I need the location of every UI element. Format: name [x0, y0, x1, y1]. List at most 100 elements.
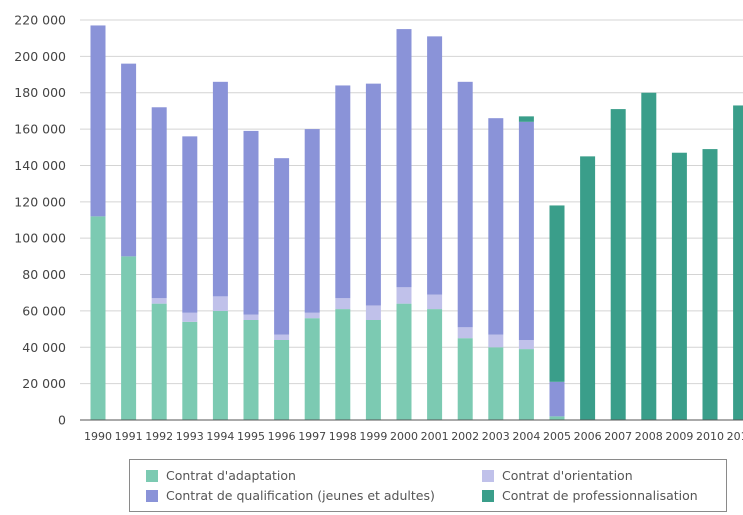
x-tick-label: 2005 — [543, 430, 571, 443]
bar-segment — [549, 205, 565, 382]
bar-segment — [121, 63, 137, 257]
legend: Contrat d'adaptation Contrat de qualific… — [129, 459, 727, 512]
x-tick-label: 1991 — [115, 430, 143, 443]
bar-segment — [518, 116, 534, 122]
bar-segment — [335, 85, 351, 299]
bar-segment — [610, 109, 626, 420]
bar-segment — [182, 321, 198, 420]
bar-segment — [304, 318, 320, 420]
bar-segment — [90, 216, 106, 420]
x-tick-label: 1992 — [145, 430, 173, 443]
legend-swatch-orientation — [482, 469, 494, 482]
x-tick-label: 2006 — [574, 430, 602, 443]
bar-segment — [488, 334, 504, 348]
y-tick-label: 80 000 — [22, 267, 66, 282]
bar-segment — [671, 152, 687, 420]
x-tick-label: 2000 — [390, 430, 418, 443]
bar-segment — [274, 334, 290, 340]
bar-segment — [702, 149, 718, 420]
bar-segment — [365, 83, 381, 306]
y-tick-label: 200 000 — [14, 49, 66, 64]
legend-label-orientation: Contrat d'orientation — [502, 468, 633, 483]
bar-segment — [488, 118, 504, 335]
legend-item-adaptation: Contrat d'adaptation — [146, 468, 296, 483]
y-axis-tick-labels: 0 20 000 40 000 60 000 80 000 100 000 120 000 1… — [14, 13, 66, 428]
bar-segment — [457, 338, 473, 420]
bar-segment — [427, 36, 443, 295]
bar-segment — [396, 29, 412, 288]
bar-segment — [396, 287, 412, 304]
x-tick-label: 1995 — [237, 430, 265, 443]
bar-segment — [365, 305, 381, 320]
x-tick-label: 2002 — [451, 430, 479, 443]
x-tick-label: 2009 — [665, 430, 693, 443]
bar-segment — [151, 298, 167, 304]
bar-segment — [182, 312, 198, 322]
bar-segment — [335, 309, 351, 420]
legend-swatch-professionnalisation — [482, 489, 494, 502]
legend-swatch-qualification — [146, 489, 158, 502]
bar-segment — [580, 156, 596, 420]
bar-segment — [274, 340, 290, 420]
bar-segment — [243, 314, 259, 320]
x-tick-label: 2008 — [635, 430, 663, 443]
bars — [90, 25, 743, 421]
y-tick-label: 20 000 — [22, 376, 66, 391]
bar-segment — [457, 327, 473, 339]
bar-segment — [304, 312, 320, 319]
x-tick-label: 1999 — [359, 430, 387, 443]
x-axis-tick-labels: 1990 1991 1992 1993 1994 1995 1996 1997 1998 1999… — [84, 430, 743, 443]
bar-segment — [518, 340, 534, 350]
legend-label-professionnalisation: Contrat de professionnalisation — [502, 488, 698, 503]
x-tick-label: 1990 — [84, 430, 112, 443]
bar-segment — [335, 298, 351, 310]
bar-segment — [549, 416, 565, 420]
y-tick-label: 40 000 — [22, 340, 66, 355]
bar-segment — [212, 81, 228, 297]
x-tick-label: 1994 — [206, 430, 234, 443]
legend-item-professionnalisation: Contrat de professionnalisation — [482, 488, 698, 503]
bar-segment — [212, 296, 228, 311]
bar-segment — [427, 294, 443, 310]
bar-segment — [518, 121, 534, 341]
x-tick-label: 2001 — [421, 430, 449, 443]
bar-segment — [396, 303, 412, 420]
bar-segment — [549, 381, 565, 417]
bar-segment — [733, 105, 743, 421]
x-tick-label: 2003 — [482, 430, 510, 443]
legend-swatch-adaptation — [146, 469, 158, 482]
bar-segment — [427, 309, 443, 420]
y-tick-label: 140 000 — [14, 158, 66, 173]
x-tick-label: 2007 — [604, 430, 632, 443]
y-tick-label: 100 000 — [14, 231, 66, 246]
legend-item-orientation: Contrat d'orientation — [482, 468, 633, 483]
y-tick-label: 0 — [58, 413, 66, 428]
bar-segment — [274, 158, 290, 335]
bar-segment — [641, 92, 657, 421]
bar-segment — [365, 320, 381, 420]
bar-segment — [121, 256, 137, 420]
x-tick-label: 1997 — [298, 430, 326, 443]
bar-segment — [518, 349, 534, 420]
bar-segment — [304, 129, 320, 313]
legend-label-adaptation: Contrat d'adaptation — [166, 468, 296, 483]
legend-label-qualification: Contrat de qualification (jeunes et adul… — [166, 488, 435, 503]
y-tick-label: 160 000 — [14, 122, 66, 137]
x-tick-label: 2011 — [727, 430, 743, 443]
bar-segment — [488, 347, 504, 420]
bar-segment — [243, 130, 259, 315]
bar-segment — [90, 25, 106, 217]
x-tick-label: 1993 — [176, 430, 204, 443]
x-tick-label: 2004 — [512, 430, 540, 443]
x-tick-label: 2010 — [696, 430, 724, 443]
y-tick-label: 220 000 — [14, 13, 66, 28]
bar-segment — [212, 310, 228, 420]
y-tick-label: 120 000 — [14, 194, 66, 209]
y-tick-label: 180 000 — [14, 85, 66, 100]
x-tick-label: 1996 — [268, 430, 296, 443]
bar-segment — [243, 320, 259, 420]
bar-segment — [151, 107, 167, 299]
x-tick-label: 1998 — [329, 430, 357, 443]
y-tick-label: 60 000 — [22, 303, 66, 318]
bar-segment — [151, 303, 167, 420]
